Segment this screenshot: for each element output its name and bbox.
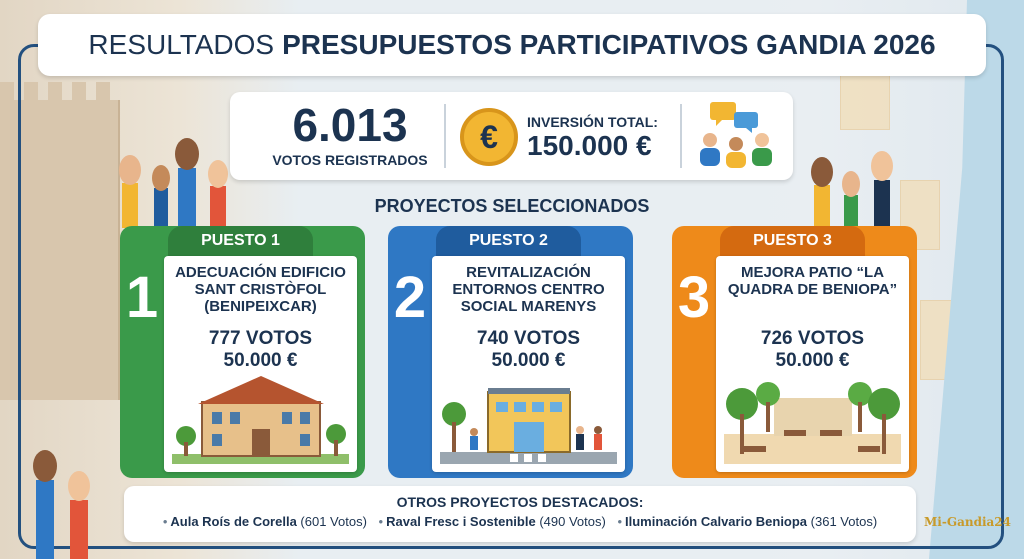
project-card-3: PUESTO 3 3 MEJORA PATIO “LA QUADRA DE BE…: [672, 226, 917, 478]
card-panel: MEJORA PATIO “LA QUADRA DE BENIOPA” 726 …: [716, 256, 909, 472]
other-project-name: Raval Fresc i Sostenible: [386, 514, 536, 529]
raised-hands-icon: [119, 138, 228, 228]
list-item: • Iluminación Calvario Beniopa (361 Votos…: [617, 514, 877, 529]
project-votes: 726 VOTOS: [760, 328, 865, 349]
page-title: PRESUPUESTOS PARTICIPATIVOS GANDIA 2026: [282, 29, 936, 60]
people-discussion-icon: [700, 102, 772, 168]
raised-hands-icon: [33, 450, 90, 559]
project-amount: 50.000 €: [223, 350, 298, 371]
project-votes: 777 VOTOS: [208, 328, 313, 349]
rank-number: 1: [125, 265, 159, 330]
other-project-name: Iluminación Calvario Beniopa: [625, 514, 808, 529]
divider: [680, 104, 682, 168]
project-name: MEJORA PATIO “LA QUADRA DE BENIOPA”: [727, 264, 898, 298]
card-panel: REVITALIZACIÓN ENTORNOS CENTRO SOCIAL MA…: [432, 256, 625, 472]
rank-number: 3: [677, 265, 711, 330]
stats-panel: 6.013 VOTOS REGISTRADOS € INVERSIÓN TOTA…: [230, 92, 793, 180]
title-prefix: RESULTADOS: [88, 29, 275, 60]
project-name: ADECUACIÓN EDIFICIO SANT CRISTÒFOL (BENI…: [175, 264, 346, 315]
euro-coin-icon: €: [460, 108, 518, 166]
project-name: REVITALIZACIÓN ENTORNOS CENTRO SOCIAL MA…: [452, 264, 605, 315]
other-projects-title: OTROS PROYECTOS DESTACADOS:: [396, 494, 644, 510]
investment-value: 150.000 €: [527, 130, 652, 161]
other-projects-panel: OTROS PROYECTOS DESTACADOS: • Aula Roís d…: [124, 486, 916, 542]
total-votes-label: VOTOS REGISTRADOS: [272, 152, 428, 168]
park-courtyard-icon: [724, 382, 901, 464]
project-votes: 740 VOTOS: [476, 328, 581, 349]
historic-building-icon: [172, 376, 349, 464]
other-project-votes: (490 Votos): [539, 514, 606, 529]
rank-tab: PUESTO 2: [436, 226, 581, 256]
bullet-icon: •: [162, 514, 168, 529]
project-card-1: PUESTO 1 1 ADECUACIÓN EDIFICIO SANT CRIS…: [120, 226, 365, 478]
card-panel: ADECUACIÓN EDIFICIO SANT CRISTÒFOL (BENI…: [164, 256, 357, 472]
investment-label: INVERSIÓN TOTAL:: [527, 114, 658, 130]
other-project-name: Aula Roís de Corella: [170, 514, 297, 529]
list-item: • Aula Roís de Corella (601 Votos): [163, 514, 367, 529]
project-amount: 50.000 €: [775, 350, 850, 371]
rank-tab: PUESTO 3: [720, 226, 865, 256]
other-projects-list: • Aula Roís de Corella (601 Votos) • Raval…: [124, 514, 916, 529]
map-block: [840, 70, 890, 130]
rank-number: 2: [393, 265, 427, 330]
divider: [444, 104, 446, 168]
bullet-icon: •: [617, 514, 622, 529]
total-votes-value: 6.013: [292, 99, 408, 151]
other-project-votes: (361 Votos): [810, 514, 878, 529]
other-project-votes: (601 Votos): [300, 514, 367, 529]
list-item: • Raval Fresc i Sostenible (490 Votos): [379, 514, 606, 529]
project-card-2: PUESTO 2 2 REVITALIZACIÓN ENTORNOS CENTR…: [388, 226, 633, 478]
project-amount: 50.000 €: [491, 350, 566, 371]
raised-hands-icon: [811, 151, 893, 230]
watermark: Mi-Gandia24: [924, 515, 1011, 529]
rank-tab: PUESTO 1: [168, 226, 313, 256]
section-title: PROYECTOS SELECCIONADOS: [374, 196, 650, 216]
social-center-street-icon: [440, 388, 617, 464]
title-banner: RESULTADOS PRESUPUESTOS PARTICIPATIVOS G…: [38, 14, 986, 76]
bullet-icon: •: [378, 514, 384, 529]
